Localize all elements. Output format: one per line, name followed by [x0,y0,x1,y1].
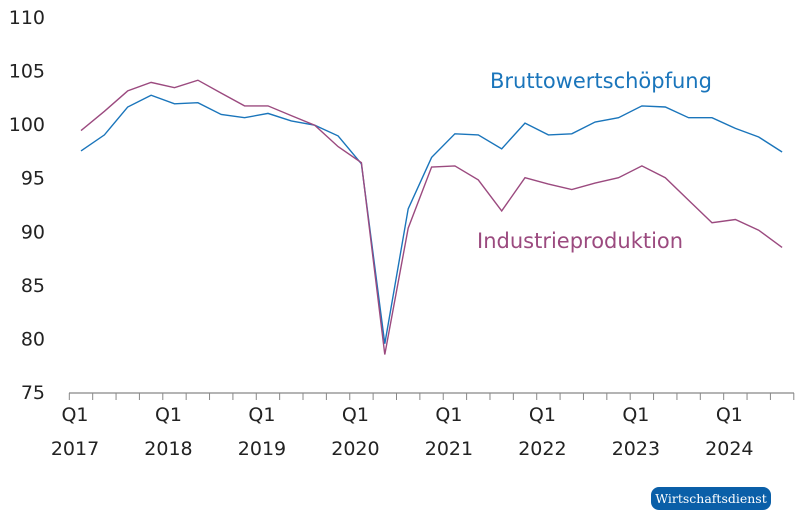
x-tick-quarter: Q1 [155,404,182,426]
x-tick-year: 2023 [612,438,660,460]
y-tick-label: 85 [21,275,45,297]
y-tick-label: 90 [21,221,45,243]
x-tick-year: 2017 [51,438,99,460]
x-tick-year: 2022 [518,438,566,460]
x-tick-year: 2021 [425,438,473,460]
source-badge: Wirtschaftsdienst [651,487,771,510]
y-tick-label: 100 [9,114,45,136]
y-tick-label: 80 [21,328,45,350]
series-label-bruttowertschoepfung: Bruttowertschöpfung [490,69,712,93]
x-tick-year: 2018 [144,438,192,460]
x-tick-year: 2024 [705,438,753,460]
y-tick-label: 110 [9,7,45,29]
series-label-industrieproduktion: Industrieproduktion [477,229,683,253]
x-tick-quarter: Q1 [61,404,88,426]
y-tick-label: 95 [21,168,45,190]
x-tick-quarter: Q1 [248,404,275,426]
x-tick-quarter: Q1 [342,404,369,426]
x-tick-quarter: Q1 [435,404,462,426]
series-line-0 [80,94,783,344]
y-tick-label: 75 [21,382,45,404]
x-tick-year: 2019 [238,438,286,460]
x-tick-quarter: Q1 [716,404,743,426]
x-tick-quarter: Q1 [529,404,556,426]
x-tick-quarter: Q1 [622,404,649,426]
y-tick-label: 105 [9,61,45,83]
x-tick-year: 2020 [331,438,379,460]
series-line-1 [80,79,783,355]
